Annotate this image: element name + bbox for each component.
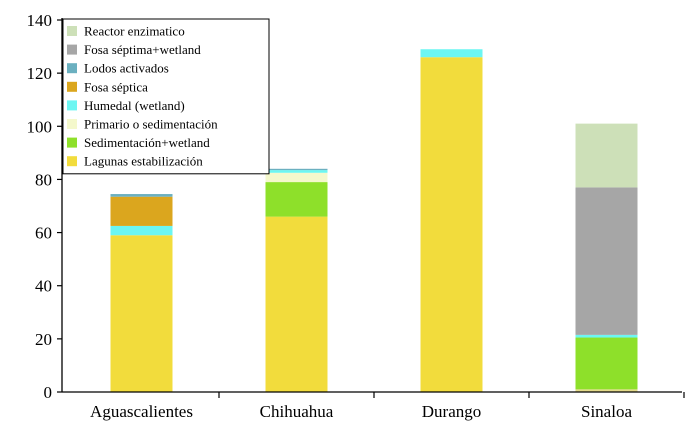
bar-segment-sinaloa-sedimentacion-wetland	[575, 337, 638, 390]
x-tick-label-sinaloa: Sinaloa	[581, 402, 632, 421]
bar-segment-chihuahua-humedal-wetland	[265, 170, 328, 173]
legend-swatch-fosa-septima-wetland	[67, 44, 77, 55]
legend-label-fosa-septima-wetland: Fosa séptima+wetland	[84, 42, 201, 57]
y-tick-label: 120	[27, 64, 53, 83]
bar-segment-aguascalientes-lodos-activados	[110, 194, 173, 197]
legend-label-fosa-septica: Fosa séptica	[84, 79, 148, 94]
axes-layer: 0 20 40 60 80 100 120 140 Aguascalientes Chihuahu…	[27, 11, 685, 421]
x-tick-label-chihuahua: Chihuahua	[260, 402, 334, 421]
bar-segment-aguascalientes-lagunas-estabilizacion	[110, 235, 173, 392]
legend-label-primario-o-sedimentacion: Primario o sedimentación	[84, 117, 218, 132]
x-tick-label-aguascalientes: Aguascalientes	[90, 402, 193, 421]
bar-segment-sinaloa-reactor-enzimatico	[575, 123, 638, 188]
y-tick-label: 60	[35, 224, 52, 243]
legend-label-sedimentacion-wetland: Sedimentación+wetland	[84, 135, 210, 150]
y-tick-label: 100	[27, 117, 53, 136]
y-tick-label: 20	[35, 330, 52, 349]
y-tick-label: 40	[35, 277, 52, 296]
legend-swatch-sedimentacion-wetland	[67, 137, 77, 148]
legend-label-humedal-wetland: Humedal (wetland)	[84, 98, 185, 113]
legend-swatch-lodos-activados	[67, 63, 77, 74]
bar-segment-chihuahua-lodos-activados	[265, 168, 328, 171]
bar-segment-chihuahua-sedimentacion-wetland	[265, 182, 328, 217]
bar-segment-sinaloa-humedal-wetland	[575, 334, 638, 338]
bars-layer	[110, 49, 638, 392]
legend-label-lagunas-estabilizacion: Lagunas estabilización	[84, 154, 203, 169]
bar-segment-aguascalientes-humedal-wetland	[110, 225, 173, 236]
bar-segment-sinaloa-fosa-septima-wetland	[575, 187, 638, 335]
legend-swatch-primario-o-sedimentacion	[67, 119, 77, 129]
legend-label-lodos-activados: Lodos activados	[84, 61, 169, 76]
legend-swatch-fosa-septica	[67, 81, 77, 92]
legend-swatch-humedal-wetland	[67, 100, 77, 111]
bar-segment-durango-humedal-wetland	[420, 49, 483, 58]
x-tick-label-durango: Durango	[422, 402, 481, 421]
bar-segment-sinaloa-base	[575, 389, 638, 392]
y-tick-label: 80	[35, 170, 52, 189]
legend-box	[62, 18, 270, 175]
legend: Reactor enzimatico Fosa séptima+wetland Lo…	[62, 18, 270, 175]
bar-segment-durango-lagunas-estabilizacion	[420, 57, 483, 392]
bar-segment-chihuahua-lagunas-estabilizacion	[265, 216, 328, 392]
bar-segment-aguascalientes-fosa-septica	[110, 196, 173, 226]
legend-swatch-lagunas-estabilizacion	[67, 156, 77, 167]
legend-swatch-reactor-enzimatico	[67, 26, 77, 36]
y-tick-label: 0	[44, 383, 53, 402]
legend-label-reactor-enzimatico: Reactor enzimatico	[84, 24, 185, 39]
y-tick-label: 140	[27, 11, 53, 30]
bar-segment-chihuahua-primario-o-sedimentacion	[265, 172, 328, 183]
